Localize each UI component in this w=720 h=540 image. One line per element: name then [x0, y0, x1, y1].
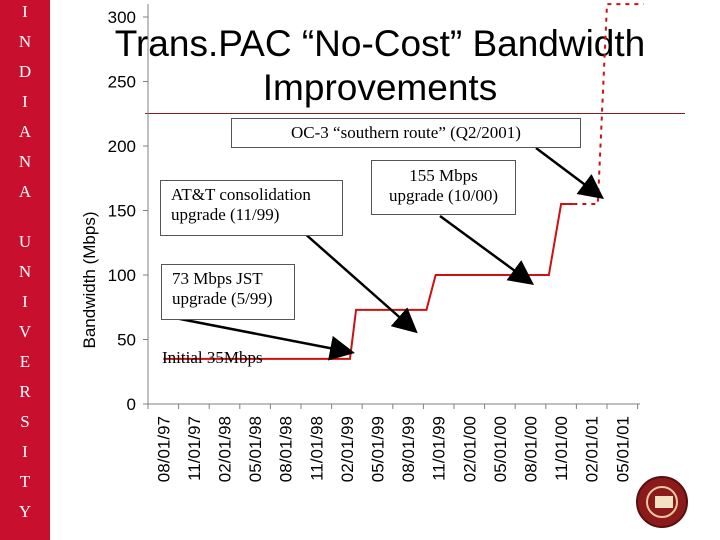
sidebar-letter: A	[18, 182, 32, 201]
x-tick-label: 05/01/01	[613, 416, 632, 482]
sidebar-letter: I	[22, 292, 28, 311]
sidebar-letter: A	[18, 122, 32, 141]
y-tick-label: 300	[108, 8, 136, 27]
y-tick-label: 200	[108, 137, 136, 156]
annotation-arrow	[302, 231, 418, 334]
annotation-jst-line1: 73 Mbps JST	[172, 269, 263, 288]
y-tick-label: 100	[108, 266, 136, 285]
chart-title: OC-3 “southern route” (Q2/2001)	[291, 123, 521, 142]
annotation-155-line1: 155 Mbps	[409, 166, 478, 185]
annotation-att: AT&T consolidation upgrade (11/99)	[160, 180, 343, 236]
x-tick-label: 11/01/00	[552, 416, 571, 481]
sidebar-letter: R	[19, 382, 31, 401]
x-tick-label: 11/01/99	[430, 416, 449, 481]
sidebar-letter: N	[18, 262, 32, 281]
x-tick-label: 05/01/00	[491, 416, 510, 482]
university-seal	[636, 476, 688, 528]
x-tick-label: 05/01/98	[246, 416, 265, 482]
y-tick-label: 0	[127, 395, 136, 414]
x-tick-label: 08/01/00	[522, 416, 541, 482]
sidebar-letter: S	[20, 412, 30, 431]
sidebar-letter: V	[18, 322, 32, 341]
x-tick-label: 02/01/01	[583, 416, 602, 482]
sidebar-letter: E	[19, 352, 31, 371]
y-axis-label: Bandwidth (Mbps)	[80, 211, 99, 348]
bandwidth-line-planned	[573, 3, 644, 206]
x-tick-label: 02/01/99	[338, 416, 357, 482]
x-tick-label: 11/01/98	[307, 416, 326, 481]
annotation-initial-text: Initial 35Mbps	[162, 348, 263, 367]
title-line-1: Trans.PAC “No-Cost” Bandwidth	[114, 23, 646, 64]
sidebar-letter: T	[19, 472, 31, 491]
x-tick-label: 08/01/98	[277, 416, 296, 482]
annotation-arrow	[174, 316, 355, 361]
annotation-jst: 73 Mbps JST upgrade (5/99)	[161, 264, 295, 320]
y-tick-label: 50	[117, 331, 136, 350]
x-tick-label: 02/01/98	[216, 416, 235, 482]
annotation-arrow	[535, 147, 604, 199]
sidebar-letter: I	[22, 2, 28, 21]
seal-book-icon	[655, 496, 673, 508]
sidebar-letter: D	[18, 62, 32, 81]
annotation-jst-line2: upgrade (5/99)	[172, 289, 273, 308]
y-tick-label: 250	[108, 73, 136, 92]
x-tick-label: 08/01/97	[154, 416, 173, 482]
annotation-att-line1: AT&T consolidation	[171, 185, 311, 204]
slide-title: Trans.PAC “No-Cost” Bandwidth Improvemen…	[80, 22, 680, 110]
annotation-arrow	[439, 214, 535, 285]
annotation-155-line2: upgrade (10/00)	[388, 186, 499, 205]
sidebar-letter: N	[18, 32, 32, 51]
sidebar-letter: I	[22, 442, 28, 461]
annotation-att-line2: upgrade (11/99)	[171, 205, 280, 224]
sidebar-letter: N	[18, 152, 32, 171]
annotation-initial: Initial 35Mbps	[162, 348, 263, 368]
annotation-155: 155 Mbps upgrade (10/00)	[371, 160, 516, 215]
x-tick-label: 08/01/99	[399, 416, 418, 482]
x-tick-label: 02/01/00	[460, 416, 479, 482]
seal-ring	[646, 486, 678, 518]
chart-title-box: OC-3 “southern route” (Q2/2001)	[231, 118, 581, 148]
title-divider	[145, 113, 685, 114]
sidebar-letter: Y	[18, 502, 32, 521]
sidebar-letter: U	[18, 232, 32, 251]
y-tick-label: 150	[108, 202, 136, 221]
x-tick-label: 11/01/97	[185, 416, 204, 481]
title-line-2: Improvements	[262, 67, 498, 108]
x-tick-label: 05/01/99	[369, 416, 388, 482]
sidebar-letter: I	[22, 92, 28, 111]
